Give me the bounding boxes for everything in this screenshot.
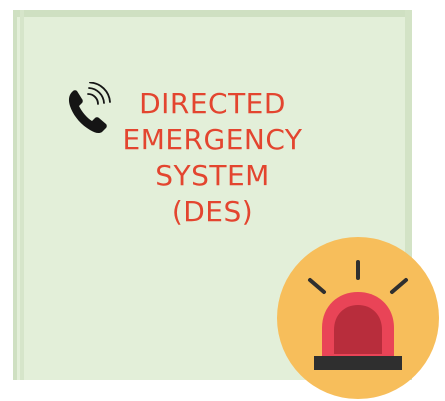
title-line-3: SYSTEM (155, 159, 270, 192)
title-line-4: (DES) (171, 195, 254, 228)
card-right-border (405, 10, 412, 380)
card-left-border-inner (20, 10, 24, 380)
card-top-border (13, 10, 412, 17)
title-line-1: DIRECTED (139, 87, 286, 120)
emergency-siren-icon (277, 237, 439, 399)
telephone-ringing-icon (68, 82, 111, 134)
card-left-border-outer (13, 10, 17, 380)
title-line-2: EMERGENCY (122, 123, 303, 156)
title-text: DIRECTED EMERGENCY SYSTEM (DES) (100, 86, 325, 230)
